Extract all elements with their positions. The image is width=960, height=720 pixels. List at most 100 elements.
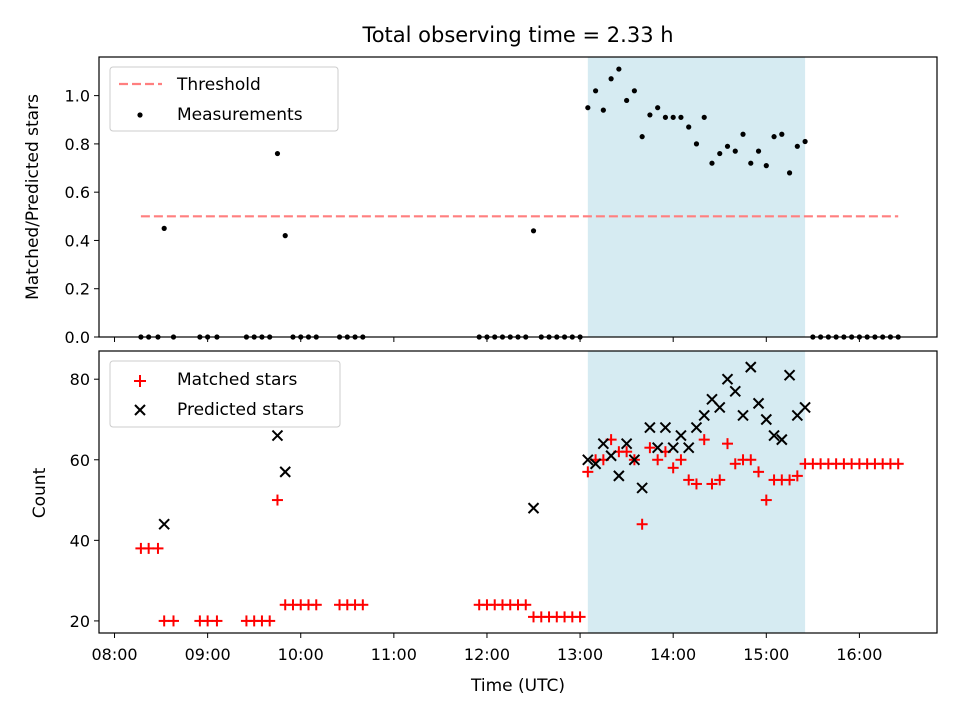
matched-star-point (675, 454, 687, 466)
matched-star-point (152, 542, 164, 554)
predicted-star-point (613, 470, 625, 482)
measurement-point (748, 160, 754, 166)
predicted-star-point (651, 441, 664, 454)
matched-star-point (652, 454, 664, 466)
top-ytick-label: 0.6 (65, 183, 90, 202)
bottom-panel-ylabel: Count (30, 467, 50, 518)
predicted-star-point (597, 437, 610, 450)
legend-predicted-label: Predicted stars (177, 400, 304, 420)
matched-star-point (264, 615, 276, 627)
predicted-star-point (682, 441, 695, 454)
predicted-star-point (589, 458, 602, 470)
matched-star-point (706, 478, 718, 490)
observing-interval-shade-top (587, 57, 806, 337)
bottom-xtick-label: 13:00 (557, 645, 603, 664)
measurement-point (786, 170, 793, 176)
predicted-star-point (729, 385, 741, 397)
predicted-star-point (752, 397, 765, 410)
predicted-star-point (799, 401, 811, 414)
measurement-point (647, 112, 653, 118)
measurement-point (662, 114, 669, 120)
matched-star-point (745, 454, 757, 466)
predicted-star-point (737, 409, 749, 422)
bottom-ytick-label: 40 (70, 531, 90, 550)
bottom-panel: 20 40 60 80 08:00 09:00 10:00 11:00 12:00 13:00 1… (30, 350, 938, 696)
matched-star-point (753, 466, 765, 478)
matched-star-point (698, 434, 710, 446)
top-ytick-label: 1.0 (65, 87, 90, 106)
measurement-point (724, 143, 731, 149)
bottom-xtick-label: 14:00 (650, 645, 696, 664)
predicted-star-point (628, 454, 641, 466)
predicted-star-point (644, 421, 656, 434)
matched-star-point (211, 615, 223, 627)
predicted-star-point (620, 437, 633, 450)
predicted-star-point (636, 482, 648, 494)
legend-matched-label: Matched stars (177, 370, 297, 390)
bottom-panel-xticks: 08:00 09:00 10:00 11:00 12:00 13:00 14:00 15:00… (91, 633, 882, 664)
chart-title: Total observing time = 2.33 h (361, 23, 673, 47)
top-panel-frame (98, 56, 938, 338)
matched-star-point (784, 474, 796, 486)
measurement-point (282, 233, 288, 239)
matched-star-point (892, 458, 904, 470)
predicted-star-point (605, 450, 617, 462)
matched-star-point (690, 478, 702, 490)
matched-star-point (760, 494, 772, 506)
top-legend-frame (109, 66, 339, 132)
measurement-point (755, 148, 762, 154)
matched-star-point (714, 474, 726, 486)
predicted-star-point (690, 421, 703, 434)
measurement-point (624, 97, 630, 104)
bottom-ytick-label: 20 (70, 612, 90, 631)
matched-star-point (621, 446, 633, 458)
predicted-star-point (768, 429, 780, 442)
measurement-point (678, 114, 684, 120)
matched-star-point (683, 474, 695, 486)
predicted-star-point (783, 369, 796, 381)
matched-star-point (636, 518, 648, 530)
bottom-xtick-label: 10:00 (278, 645, 324, 664)
measurement-point (794, 143, 800, 149)
matched-star-point (158, 615, 170, 627)
measurement-point (639, 134, 645, 140)
measurement-point (616, 66, 622, 72)
measurement-point (161, 225, 167, 231)
matched-star-point (167, 615, 179, 627)
predicted-star-point (675, 429, 687, 442)
predicted-star-point (279, 466, 291, 478)
matched-star-point (357, 599, 369, 611)
measurement-point (709, 160, 715, 166)
measurement-point (701, 114, 707, 120)
bottom-xtick-label: 11:00 (371, 645, 417, 664)
bottom-xtick-label: 12:00 (464, 645, 510, 664)
bottom-panel-marks (135, 361, 904, 627)
bottom-xtick-label: 08:00 (91, 645, 137, 664)
matched-star-point (729, 458, 741, 470)
predicted-star-point (714, 401, 726, 414)
matched-star-point (143, 542, 155, 554)
bottom-xtick-label: 16:00 (836, 645, 882, 664)
predicted-star-point (271, 429, 284, 442)
measurement-point (530, 228, 537, 234)
predicted-star-point (659, 421, 672, 434)
top-panel-ylabel: Matched/Predicted stars (23, 94, 43, 300)
measurement-point (592, 88, 599, 94)
matched-star-point (644, 442, 656, 454)
matched-star-point (667, 462, 679, 474)
measurement-point (585, 105, 591, 111)
predicted-star-point (158, 518, 170, 530)
measurement-point (686, 124, 692, 130)
top-panel-xticks (114, 337, 860, 342)
matched-star-point (582, 466, 594, 478)
top-panel-yticks: 0.0 0.2 0.4 0.6 0.8 1.0 (65, 87, 99, 347)
matched-star-point (202, 615, 214, 627)
matched-star-point (310, 599, 322, 611)
predicted-star-point (760, 413, 773, 426)
measurement-point (732, 148, 738, 154)
measurement-point (608, 76, 614, 82)
predicted-star-point (698, 409, 710, 422)
measurement-point (631, 88, 637, 94)
legend-predicted-swatch (134, 404, 146, 416)
